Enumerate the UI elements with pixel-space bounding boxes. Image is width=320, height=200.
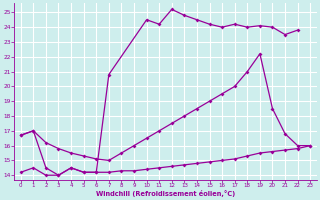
X-axis label: Windchill (Refroidissement éolien,°C): Windchill (Refroidissement éolien,°C) xyxy=(96,190,235,197)
